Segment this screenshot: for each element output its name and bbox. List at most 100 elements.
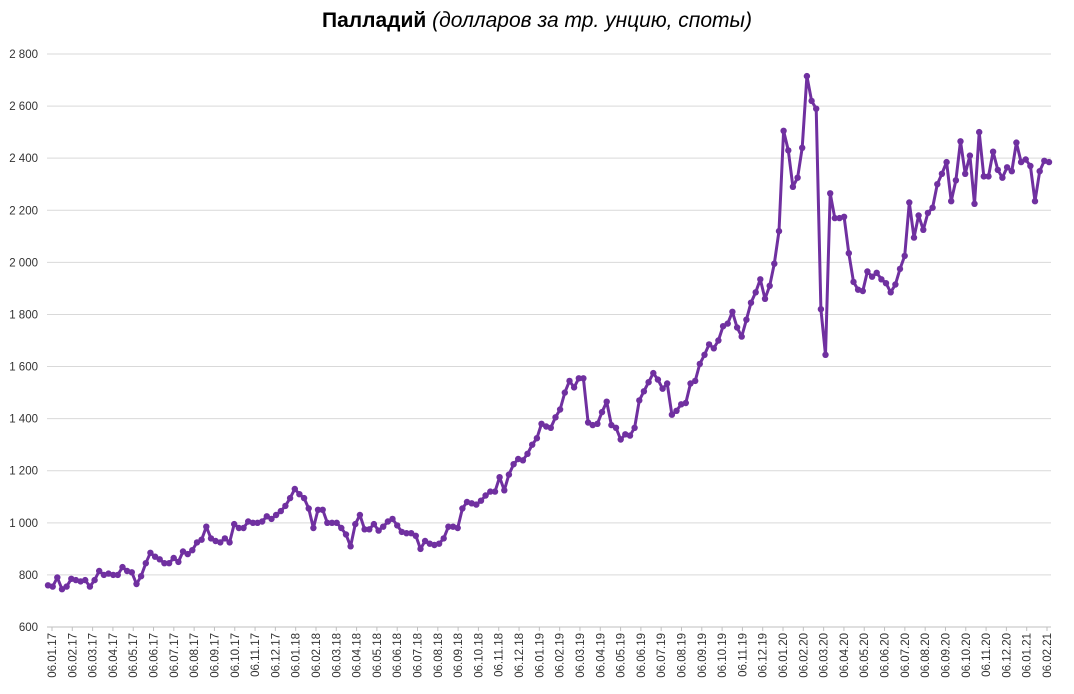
data-point: [412, 532, 419, 539]
data-point: [1027, 162, 1034, 170]
data-point: [110, 571, 117, 579]
x-tick-label: 06.06.17: [149, 633, 161, 678]
data-point: [771, 260, 778, 267]
x-tick-label: 06.12.19: [758, 633, 770, 678]
data-point: [286, 494, 294, 502]
data-point: [547, 424, 554, 431]
data-point: [868, 273, 876, 280]
x-tick-label: 06.01.21: [1022, 633, 1034, 678]
data-point: [189, 547, 196, 554]
data-point: [906, 199, 913, 206]
x-tick-label: 06.04.18: [352, 633, 364, 678]
data-point: [808, 97, 815, 105]
y-tick-label: 1 400: [9, 414, 38, 426]
data-point: [752, 289, 759, 296]
data-point: [217, 539, 224, 546]
x-tick-label: 06.08.20: [920, 633, 932, 678]
data-point: [296, 491, 303, 498]
data-point: [999, 174, 1006, 181]
data-point: [310, 524, 317, 532]
data-point: [989, 148, 997, 155]
data-point: [240, 524, 247, 532]
data-point: [785, 147, 792, 154]
data-point: [952, 177, 960, 184]
data-point: [380, 523, 387, 530]
data-point: [747, 299, 755, 306]
x-tick-label: 06.12.20: [1001, 633, 1013, 678]
data-point: [389, 515, 396, 523]
x-tick-label: 06.02.21: [1042, 633, 1054, 678]
x-tick-label: 06.04.19: [595, 633, 607, 678]
series-line: [47, 74, 1050, 591]
data-point: [165, 560, 173, 567]
data-point: [743, 316, 750, 323]
data-point: [580, 375, 587, 382]
data-point: [938, 170, 946, 177]
x-tick-label: 06.02.20: [798, 633, 810, 678]
data-point: [91, 576, 98, 584]
data-point: [598, 408, 606, 416]
data-point: [813, 105, 820, 112]
data-point: [636, 397, 643, 404]
data-point: [445, 523, 452, 530]
data-point: [920, 226, 927, 233]
chart-title: Палладий (долларов за тр. унцию, споты): [0, 9, 1074, 33]
data-point: [696, 360, 703, 368]
data-point: [1022, 156, 1029, 163]
data-point: [300, 494, 308, 502]
data-point: [603, 398, 610, 405]
data-point: [128, 569, 135, 576]
data-point: [817, 306, 825, 313]
data-point: [54, 574, 61, 581]
data-point: [161, 560, 168, 567]
data-point: [873, 269, 880, 276]
data-point: [235, 524, 243, 532]
y-tick-label: 600: [19, 622, 38, 634]
x-tick-label: 06.11.17: [250, 633, 262, 677]
data-point: [878, 276, 885, 283]
y-tick-label: 1 800: [9, 309, 38, 321]
x-tick-label: 06.01.20: [778, 633, 790, 678]
data-point: [366, 526, 373, 533]
data-point: [501, 487, 508, 494]
data-point: [994, 166, 1001, 174]
x-tick-label: 06.01.17: [47, 633, 59, 678]
data-point: [724, 320, 731, 327]
y-tick-label: 2 200: [9, 205, 38, 217]
data-point: [887, 289, 894, 296]
data-point: [780, 127, 787, 134]
data-point: [375, 527, 382, 534]
y-tick-label: 800: [19, 570, 38, 582]
data-point: [896, 265, 904, 273]
x-tick-label: 06.12.18: [514, 633, 526, 678]
data-point: [333, 519, 340, 526]
data-point: [1003, 164, 1011, 171]
x-tick-label: 06.07.18: [413, 633, 425, 678]
data-point: [324, 519, 331, 526]
x-tick-label: 06.08.18: [433, 633, 445, 678]
x-tick-label: 06.10.20: [961, 633, 973, 678]
data-point: [822, 351, 829, 358]
data-point: [291, 485, 298, 493]
data-point: [482, 492, 489, 499]
x-tick-label: 06.11.18: [494, 633, 506, 677]
data-point: [538, 420, 545, 427]
data-point: [421, 537, 429, 545]
data-point: [417, 545, 424, 553]
data-point: [338, 524, 345, 532]
x-tick-label: 06.10.19: [717, 633, 729, 678]
x-tick-label: 06.05.17: [128, 633, 140, 678]
data-point: [687, 380, 694, 387]
data-point: [659, 385, 666, 392]
data-point: [901, 252, 908, 260]
x-tick-label: 06.07.20: [900, 633, 912, 678]
data-point: [487, 488, 494, 495]
y-tick-label: 2 600: [9, 101, 38, 113]
x-tick-label: 06.07.19: [656, 633, 668, 678]
x-tick-label: 06.09.20: [940, 633, 952, 678]
data-point: [761, 295, 769, 302]
data-point: [626, 432, 634, 439]
data-point: [775, 227, 783, 235]
data-point: [850, 278, 857, 286]
x-tick-label: 06.02.19: [555, 633, 567, 678]
